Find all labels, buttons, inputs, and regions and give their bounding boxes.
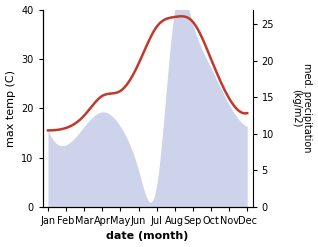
- X-axis label: date (month): date (month): [107, 231, 189, 242]
- Y-axis label: max temp (C): max temp (C): [5, 70, 16, 147]
- Y-axis label: med. precipitation
(kg/m2): med. precipitation (kg/m2): [291, 63, 313, 153]
